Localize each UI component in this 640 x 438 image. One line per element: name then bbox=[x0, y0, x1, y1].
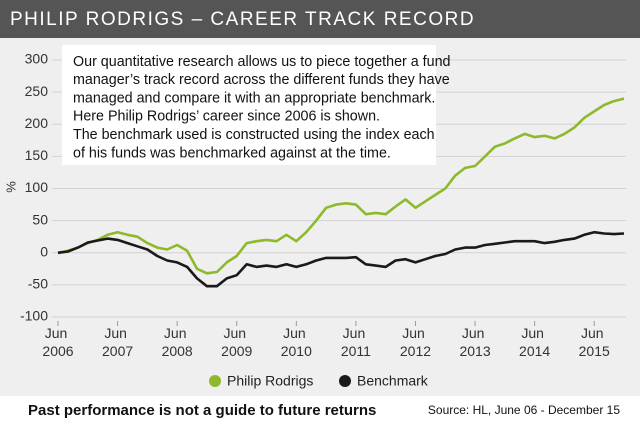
line bbox=[57, 230, 625, 288]
y-tick-label: 200 bbox=[25, 115, 49, 131]
x-tick-label: Jun 2014 bbox=[519, 325, 550, 359]
y-axis-label: % bbox=[3, 181, 18, 193]
plot: -100 -50 0 50 100 150 200 250 300 Jun 2006 Jun 200… bbox=[20, 51, 626, 389]
x-tick-label: Jun 2010 bbox=[281, 325, 312, 359]
x-tick-label: Jun 2008 bbox=[162, 325, 193, 359]
annotation-line: manager’s track record across the differ… bbox=[73, 72, 450, 88]
x-tick-label: Jun 2012 bbox=[400, 325, 431, 359]
x-tick-label: Jun 2007 bbox=[102, 325, 133, 359]
source: Source: HL, June 06 - December 15 bbox=[428, 403, 620, 417]
y-tick-label: 300 bbox=[25, 51, 49, 67]
legend-marker bbox=[339, 375, 351, 387]
x-tick-label: Jun 2013 bbox=[459, 325, 490, 359]
annotation-line: Here Philip Rodrigs’ career since 2006 i… bbox=[73, 109, 380, 125]
x-tick-label: Jun 2011 bbox=[341, 325, 371, 359]
title-bar bbox=[0, 0, 640, 38]
legend-label: Philip Rodrigs bbox=[227, 373, 313, 389]
annotation-line: Our quantitative research allows us to p… bbox=[73, 54, 451, 70]
chart-title: PHILIP RODRIGS – CAREER TRACK RECORD bbox=[10, 9, 475, 30]
x-tick-label: Jun 2015 bbox=[579, 325, 610, 359]
annotation-line: managed and compare it with an appropria… bbox=[73, 90, 435, 106]
annotation-box bbox=[62, 45, 436, 165]
y-tick-label: 100 bbox=[25, 179, 49, 195]
y-tick-label: 0 bbox=[40, 243, 48, 259]
y-tick-label: 50 bbox=[32, 211, 48, 227]
annotation: Our quantitative research allows us to p… bbox=[73, 54, 451, 162]
annotation-line: The benchmark used is constructed using … bbox=[73, 127, 435, 143]
y-tick-label: -100 bbox=[20, 308, 48, 324]
x-tick-label: Jun 2006 bbox=[42, 325, 73, 359]
x-tick-label: Jun 2009 bbox=[221, 325, 252, 359]
y-tick-label: 250 bbox=[25, 83, 49, 99]
annotation-line: of his funds was benchmarked against at … bbox=[73, 145, 391, 161]
legend-marker bbox=[209, 375, 221, 387]
line bbox=[57, 97, 625, 275]
y-tick-label: -50 bbox=[28, 276, 48, 292]
legend-label: Benchmark bbox=[357, 373, 429, 389]
y-tick-label: 150 bbox=[25, 147, 49, 163]
footer: Past performance is not a guide to futur… bbox=[28, 402, 376, 419]
